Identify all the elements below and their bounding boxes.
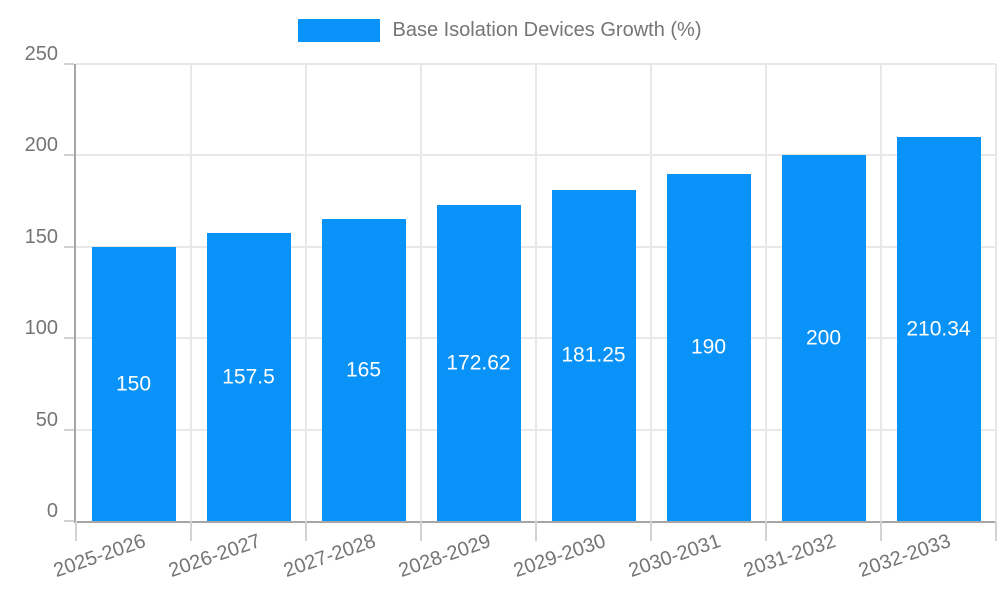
y-axis-tick-label: 100: [24, 317, 58, 340]
y-axis-tick-label: 50: [35, 408, 58, 431]
y-axis-tick: [64, 154, 74, 157]
legend-swatch: [298, 19, 381, 42]
bar-value-label: 210.34: [906, 317, 971, 341]
y-axis-tick-label: 250: [24, 43, 58, 65]
bar-value-label: 190: [690, 335, 727, 359]
x-axis-tick-label: 2030-2031: [625, 530, 724, 582]
x-axis-tick: [995, 521, 997, 541]
x-axis-tick: [765, 521, 767, 541]
y-axis-tick: [64, 245, 74, 248]
x-axis-tick-label: 2027-2028: [280, 530, 379, 582]
bar-2032-2033[interactable]: 210.34: [896, 136, 981, 521]
bar-value-label: 150: [115, 372, 152, 396]
x-axis-tick-label: 2031-2032: [740, 530, 839, 582]
y-axis-tick-label: 0: [46, 500, 58, 522]
bar-value-label: 165: [345, 358, 382, 382]
gridline-vertical: [995, 64, 997, 521]
gridline-vertical: [190, 64, 192, 521]
y-axis-tick-label: 200: [24, 134, 58, 157]
gridline-vertical: [305, 64, 307, 521]
x-axis-tick: [305, 521, 307, 541]
y-axis-tick-label: 150: [24, 225, 58, 248]
bar-2030-2031[interactable]: 190: [666, 173, 751, 521]
legend-label: Base Isolation Devices Growth (%): [392, 19, 702, 41]
y-axis-tick: [64, 63, 74, 65]
bar-value-label: 181.25: [561, 343, 626, 367]
x-axis-tick-label: 2026-2027: [165, 530, 264, 582]
x-axis-tick-label: 2025-2026: [50, 530, 149, 582]
bar-value-label: 157.5: [222, 365, 275, 389]
gridline-vertical: [535, 64, 537, 521]
x-axis-tick-label: 2028-2029: [395, 530, 494, 582]
y-axis-tick: [64, 520, 74, 522]
bar-2029-2030[interactable]: 181.25: [551, 189, 636, 521]
x-axis-tick: [880, 521, 882, 541]
y-axis-tick: [64, 337, 74, 340]
gridline-vertical: [765, 64, 767, 521]
bar-2028-2029[interactable]: 172.62: [436, 205, 521, 521]
x-axis-tick: [75, 521, 77, 541]
x-axis-tick-label: 2029-2030: [510, 530, 609, 582]
bar-value-label: 172.62: [446, 351, 511, 375]
chart-legend[interactable]: Base Isolation Devices Growth (%): [0, 19, 1000, 42]
x-axis-tick-label: 2032-2033: [855, 530, 954, 582]
bar-2031-2032[interactable]: 200: [781, 155, 866, 521]
bar-value-label: 200: [805, 326, 842, 350]
x-axis-tick: [420, 521, 422, 541]
y-axis-tick: [64, 428, 74, 431]
x-axis-tick: [190, 521, 192, 541]
bar-2025-2026[interactable]: 150: [91, 246, 176, 521]
bar-2027-2028[interactable]: 165: [321, 219, 406, 521]
plot-area: 0 50 100 150 200 250 150 2025-2026 157.5 2026-202…: [25, 44, 997, 582]
gridline-vertical: [650, 64, 652, 521]
bar-2026-2027[interactable]: 157.5: [206, 233, 291, 521]
x-axis-tick: [650, 521, 652, 541]
gridline-vertical: [420, 64, 422, 521]
x-axis-tick: [535, 521, 537, 541]
gridline-vertical: [880, 64, 882, 521]
